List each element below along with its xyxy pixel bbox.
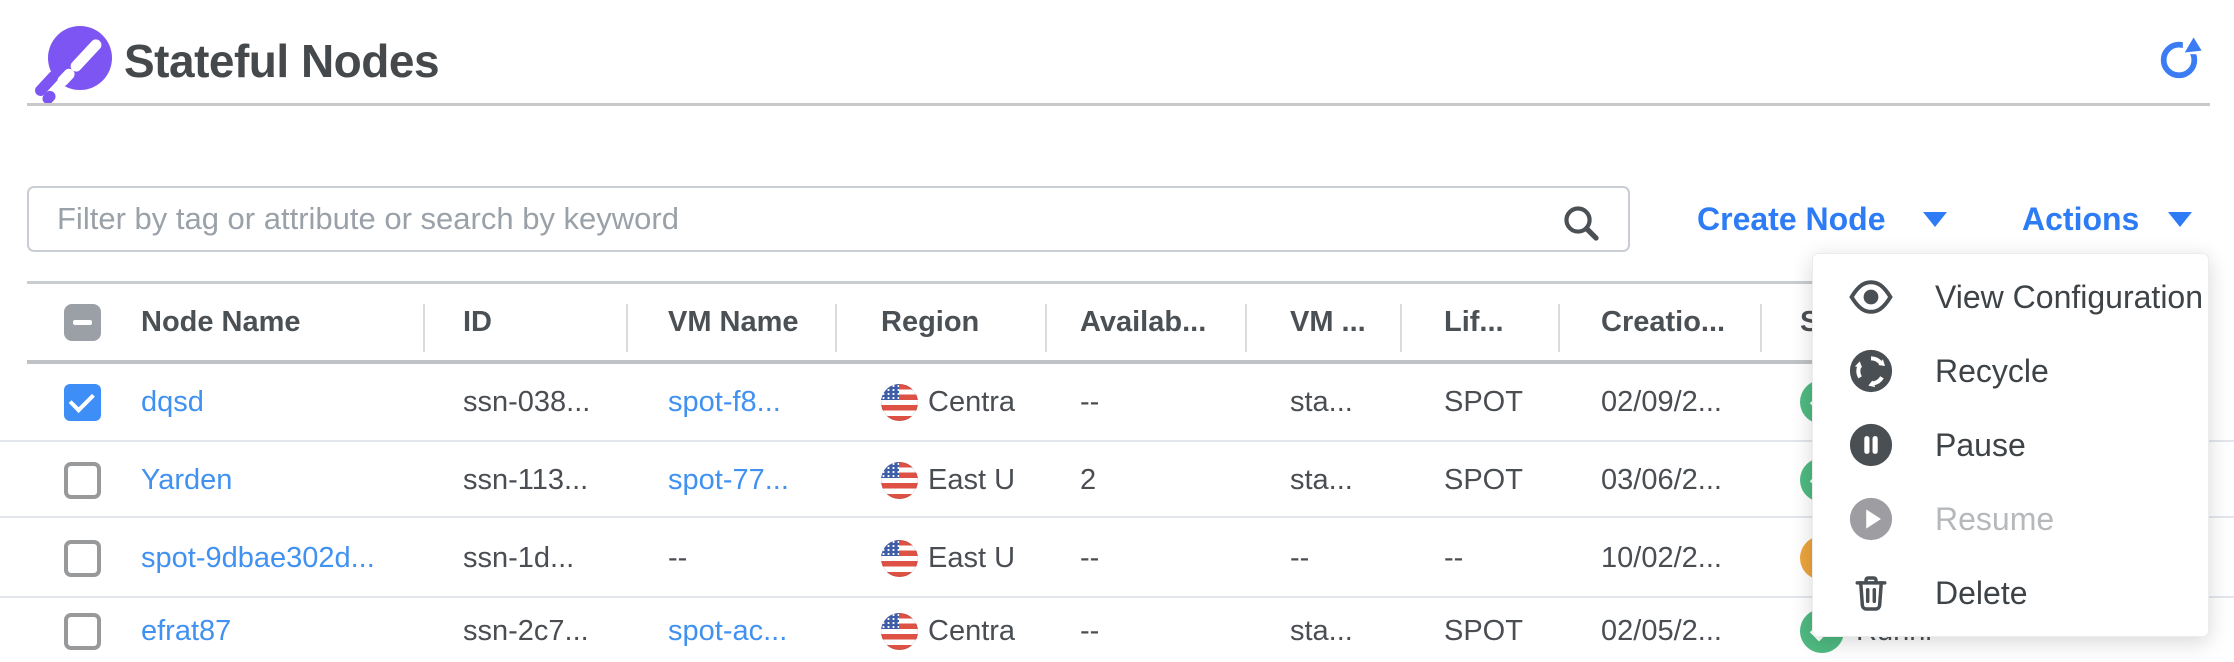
column-separator — [626, 304, 628, 352]
vm-name-link[interactable]: spot-ac... — [668, 614, 788, 647]
menu-item-delete[interactable]: Delete — [1813, 556, 2208, 630]
refresh-icon[interactable] — [2156, 36, 2202, 82]
region-label: East U — [928, 541, 1016, 574]
spot-logo — [32, 22, 124, 107]
chevron-down-icon — [1922, 211, 1947, 227]
vm-name-value: -- — [668, 541, 688, 574]
creation-date: 02/09/2... — [1601, 385, 1722, 418]
availability-value: -- — [1080, 385, 1100, 418]
column-header-lifecycle[interactable]: Lif... — [1444, 305, 1504, 338]
vm-type-value: -- — [1290, 541, 1310, 574]
trash-icon — [1847, 569, 1895, 617]
table-header-border — [27, 360, 2207, 364]
menu-item-label: Delete — [1935, 574, 2028, 611]
pause-icon — [1847, 421, 1895, 469]
creation-date: 02/05/2... — [1601, 614, 1722, 647]
menu-item-view-configuration[interactable]: View Configuration — [1813, 260, 2208, 334]
node-name-link[interactable]: dqsd — [141, 385, 204, 418]
menu-item-pause[interactable]: Pause — [1813, 408, 2208, 482]
region-label: East U — [928, 463, 1016, 496]
eye-icon — [1847, 273, 1895, 321]
lifecycle-value: -- — [1444, 541, 1464, 574]
select-all-checkbox[interactable] — [64, 303, 101, 341]
create-node-button[interactable]: Create Node — [1697, 186, 1947, 252]
menu-item-label: View Configuration — [1935, 278, 2204, 315]
table-row: efrat87 ssn-2c7... spot-ac... Centra -- … — [0, 600, 2234, 662]
node-id: ssn-038... — [463, 385, 591, 418]
node-id: ssn-2c7... — [463, 614, 589, 647]
lifecycle-value: SPOT — [1444, 614, 1523, 647]
menu-item-resume: Resume — [1813, 482, 2208, 556]
availability-value: -- — [1080, 541, 1100, 574]
availability-value: 2 — [1080, 463, 1097, 496]
node-name-link[interactable]: Yarden — [141, 463, 233, 496]
column-separator — [1245, 304, 1247, 352]
column-separator — [423, 304, 425, 352]
creation-date: 03/06/2... — [1601, 463, 1722, 496]
vm-type-value: sta... — [1290, 463, 1353, 496]
table-header: Node Name ID VM Name Region Availab... V… — [0, 284, 2234, 360]
region-label: Centra — [928, 385, 1016, 418]
column-separator — [1760, 304, 1762, 352]
column-separator — [1558, 304, 1560, 352]
region-label: Centra — [928, 614, 1016, 647]
node-id: ssn-113... — [463, 463, 589, 496]
node-name-link[interactable]: spot-9dbae302d... — [141, 541, 375, 574]
us-flag-icon — [881, 612, 918, 650]
us-flag-icon — [881, 539, 918, 577]
column-header-region[interactable]: Region — [881, 305, 980, 338]
menu-item-label: Pause — [1935, 426, 2026, 463]
column-separator — [1400, 304, 1402, 352]
vm-name-link[interactable]: spot-77... — [668, 463, 789, 496]
create-node-label: Create Node — [1697, 200, 1886, 237]
vm-type-value: sta... — [1290, 614, 1353, 647]
us-flag-icon — [881, 461, 918, 499]
column-separator — [1045, 304, 1047, 352]
actions-button[interactable]: Actions — [2022, 186, 2193, 252]
row-checkbox[interactable] — [64, 461, 101, 499]
play-icon — [1847, 495, 1895, 543]
row-checkbox[interactable] — [64, 612, 101, 650]
column-header-node-name[interactable]: Node Name — [141, 305, 301, 338]
table-row: Yarden ssn-113... spot-77... East U 2 st… — [0, 444, 2234, 518]
row-checkbox[interactable] — [64, 539, 101, 577]
menu-item-label: Recycle — [1935, 352, 2049, 389]
column-header-creation[interactable]: Creatio... — [1601, 305, 1726, 338]
actions-menu: View Configuration Recycle — [1812, 253, 2209, 637]
row-checkbox[interactable] — [64, 383, 101, 421]
vm-type-value: sta... — [1290, 385, 1353, 418]
header-divider — [27, 103, 2210, 106]
search-icon — [1560, 202, 1602, 244]
creation-date: 10/02/2... — [1601, 541, 1722, 574]
filter-input[interactable] — [27, 186, 1630, 252]
column-separator — [835, 304, 837, 352]
menu-item-label: Resume — [1935, 500, 2055, 537]
column-header-vm-name[interactable]: VM Name — [668, 305, 799, 338]
vm-name-link[interactable]: spot-f8... — [668, 385, 781, 418]
availability-value: -- — [1080, 614, 1100, 647]
column-header-vm-type[interactable]: VM ... — [1290, 305, 1366, 338]
actions-label: Actions — [2022, 200, 2140, 237]
node-name-link[interactable]: efrat87 — [141, 614, 232, 647]
node-id: ssn-1d... — [463, 541, 575, 574]
recycle-icon — [1847, 347, 1895, 395]
column-header-availability[interactable]: Availab... — [1080, 305, 1207, 338]
us-flag-icon — [881, 383, 918, 421]
lifecycle-value: SPOT — [1444, 463, 1523, 496]
table-top-border — [27, 281, 2207, 284]
column-header-id[interactable]: ID — [463, 305, 492, 338]
menu-item-recycle[interactable]: Recycle — [1813, 334, 2208, 408]
lifecycle-value: SPOT — [1444, 385, 1523, 418]
chevron-down-icon — [2168, 211, 2193, 227]
page-title: Stateful Nodes — [124, 35, 440, 87]
